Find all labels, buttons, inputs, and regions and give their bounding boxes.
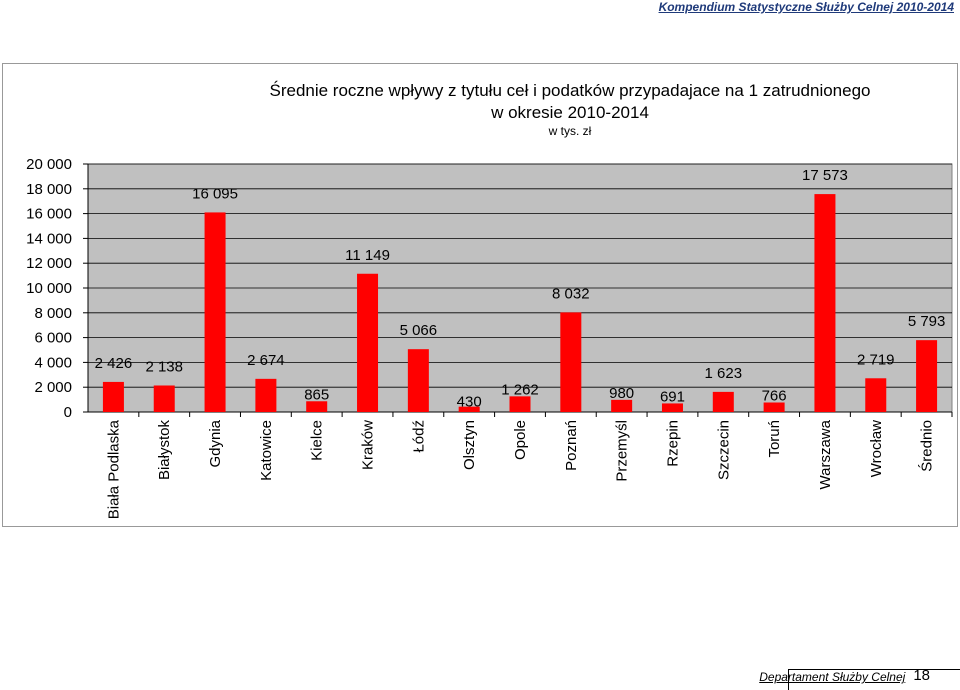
bar-value-label: 8 032	[552, 285, 590, 302]
y-tick-label: 0	[64, 404, 72, 421]
bar	[661, 403, 683, 412]
y-tick-label: 14 000	[26, 230, 72, 247]
y-tick-label: 6 000	[34, 330, 72, 347]
bar-value-label: 2 426	[95, 355, 133, 372]
bar	[611, 399, 633, 412]
bar	[357, 273, 379, 412]
bar-value-label: 2 719	[857, 351, 895, 368]
bar-value-label: 865	[304, 386, 329, 403]
bar-value-label: 2 674	[247, 352, 285, 369]
x-category-label: Łódź	[410, 420, 427, 453]
bar	[865, 378, 887, 412]
bar	[916, 340, 938, 412]
x-category-label: Wrocław	[868, 420, 885, 477]
y-tick-label: 18 000	[26, 181, 72, 198]
x-category-label: Olsztyn	[461, 420, 478, 470]
bar-value-label: 980	[609, 385, 634, 402]
x-category-label: Szczecin	[715, 420, 732, 480]
x-category-label: Biała Podlaska	[105, 419, 122, 519]
bar	[204, 212, 226, 412]
bar-value-label: 2 138	[145, 358, 183, 375]
x-category-label: Poznań	[563, 420, 580, 471]
bar	[102, 381, 124, 412]
y-tick-label: 16 000	[26, 206, 72, 223]
y-tick-label: 20 000	[26, 156, 72, 173]
x-category-label: Kielce	[309, 420, 326, 461]
bar	[763, 402, 785, 412]
y-tick-label: 2 000	[34, 379, 72, 396]
page-number: 18	[913, 667, 930, 684]
footer: Departament Służby Celnej 18	[759, 667, 930, 684]
x-category-label: Katowice	[258, 420, 275, 481]
x-category-label: Kraków	[360, 420, 377, 470]
bar-value-label: 5 793	[908, 313, 946, 330]
y-tick-label: 4 000	[34, 354, 72, 371]
bar-value-label: 691	[660, 388, 685, 405]
x-category-label: Gdynia	[207, 419, 224, 467]
bar	[153, 385, 175, 412]
y-tick-label: 8 000	[34, 305, 72, 322]
bar-value-label: 430	[457, 394, 482, 411]
bar	[407, 349, 429, 412]
bar-value-label: 16 095	[192, 185, 238, 202]
bar	[255, 378, 277, 412]
x-category-label: Warszawa	[817, 419, 834, 489]
footer-frame	[788, 669, 960, 690]
bar	[560, 312, 582, 412]
x-category-label: Białystok	[156, 420, 173, 481]
report-header-title: Kompendium Statystyczne Służby Celnej 20…	[658, 0, 954, 14]
bar	[458, 406, 480, 412]
bar-value-label: 17 573	[802, 167, 848, 184]
chart-subtitle: w tys. zł	[548, 124, 592, 138]
bar-value-label: 11 149	[345, 247, 390, 264]
bar	[814, 194, 836, 412]
y-tick-label: 10 000	[26, 280, 72, 297]
bar-value-label: 766	[762, 388, 787, 405]
x-category-label: Opole	[512, 420, 529, 460]
bar	[306, 401, 328, 412]
bar-value-label: 1 262	[501, 381, 539, 398]
bar	[712, 391, 734, 412]
footer-department: Departament Służby Celnej	[759, 670, 906, 684]
x-category-label: Toruń	[766, 420, 783, 458]
x-category-label: Rzepin	[664, 420, 681, 467]
y-tick-label: 12 000	[26, 255, 72, 272]
bar-value-label: 1 623	[705, 365, 743, 382]
bar-value-label: 5 066	[400, 322, 438, 339]
x-category-label: Przemyśl	[614, 420, 631, 482]
x-category-label: Średnio	[918, 420, 936, 472]
bar	[509, 396, 531, 412]
